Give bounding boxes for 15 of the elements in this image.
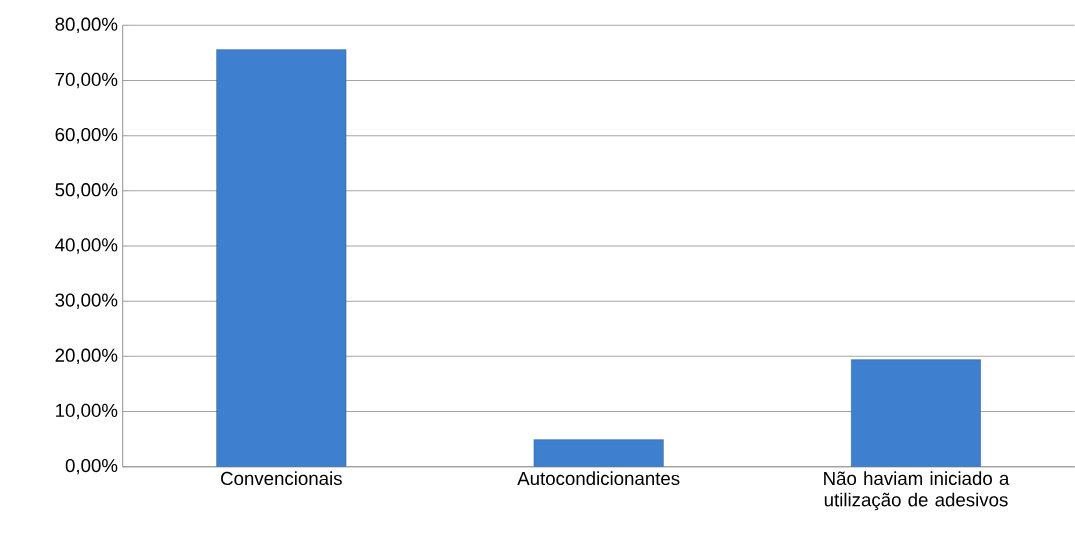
y-tick-label: 50,00% [55,183,118,199]
y-tick-label: 70,00% [55,72,118,89]
x-tick-label: Não haviam iniciado a utilização de adesivos [824,471,1010,511]
bar [533,439,664,467]
y-tick-label: 30,00% [55,293,118,309]
bar [216,49,347,467]
y-tick-label: 40,00% [55,238,118,254]
x-tick-label: Convencionais [221,471,342,486]
bar [851,359,981,467]
y-tick-label: 10,00% [56,403,118,420]
y-tick-label: 0,00% [65,458,118,475]
x-tick-label: Autocondicionantes [517,471,680,486]
y-tick-label: 80,00% [55,17,118,34]
y-tick-label: 60,00% [55,127,118,144]
y-tick-label: 20,00% [55,348,118,365]
